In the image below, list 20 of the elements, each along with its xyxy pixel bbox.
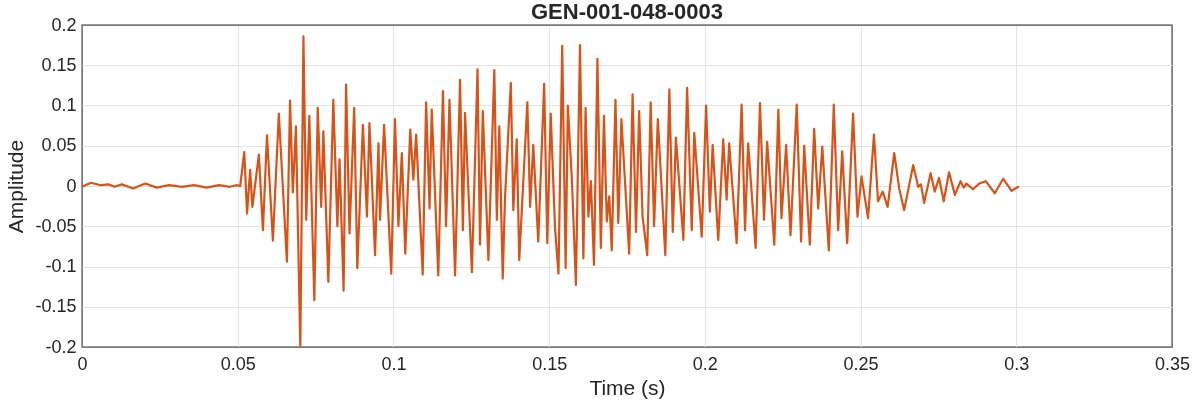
y-tick-label: -0.2 <box>45 336 77 357</box>
y-tick-label: 0.2 <box>51 14 77 35</box>
y-tick-label: 0.15 <box>41 54 77 75</box>
chart-title: GEN-001-048-0003 <box>530 0 724 24</box>
y-tick-label: -0.15 <box>35 296 77 317</box>
y-tick-label: -0.1 <box>45 256 77 276</box>
y-tick-label: -0.05 <box>35 215 77 236</box>
y-tick-label: 0.1 <box>51 95 77 115</box>
x-tick-label: 0.25 <box>843 353 879 374</box>
x-axis-title: Time (s) <box>589 375 666 399</box>
x-tick-label: 0.05 <box>220 353 256 374</box>
y-tick-label: 0 <box>66 175 77 196</box>
y-axis-title: Amplitude <box>4 139 28 234</box>
x-tick-label: 0.2 <box>692 353 718 374</box>
line-series <box>82 35 1020 347</box>
x-tick-label: 0.3 <box>1004 353 1030 374</box>
x-tick-label: 0.1 <box>381 353 407 374</box>
x-tick-label: 0.35 <box>1154 353 1191 374</box>
x-tick-label: 0.15 <box>532 353 568 374</box>
y-tick-label: 0.05 <box>41 135 77 156</box>
